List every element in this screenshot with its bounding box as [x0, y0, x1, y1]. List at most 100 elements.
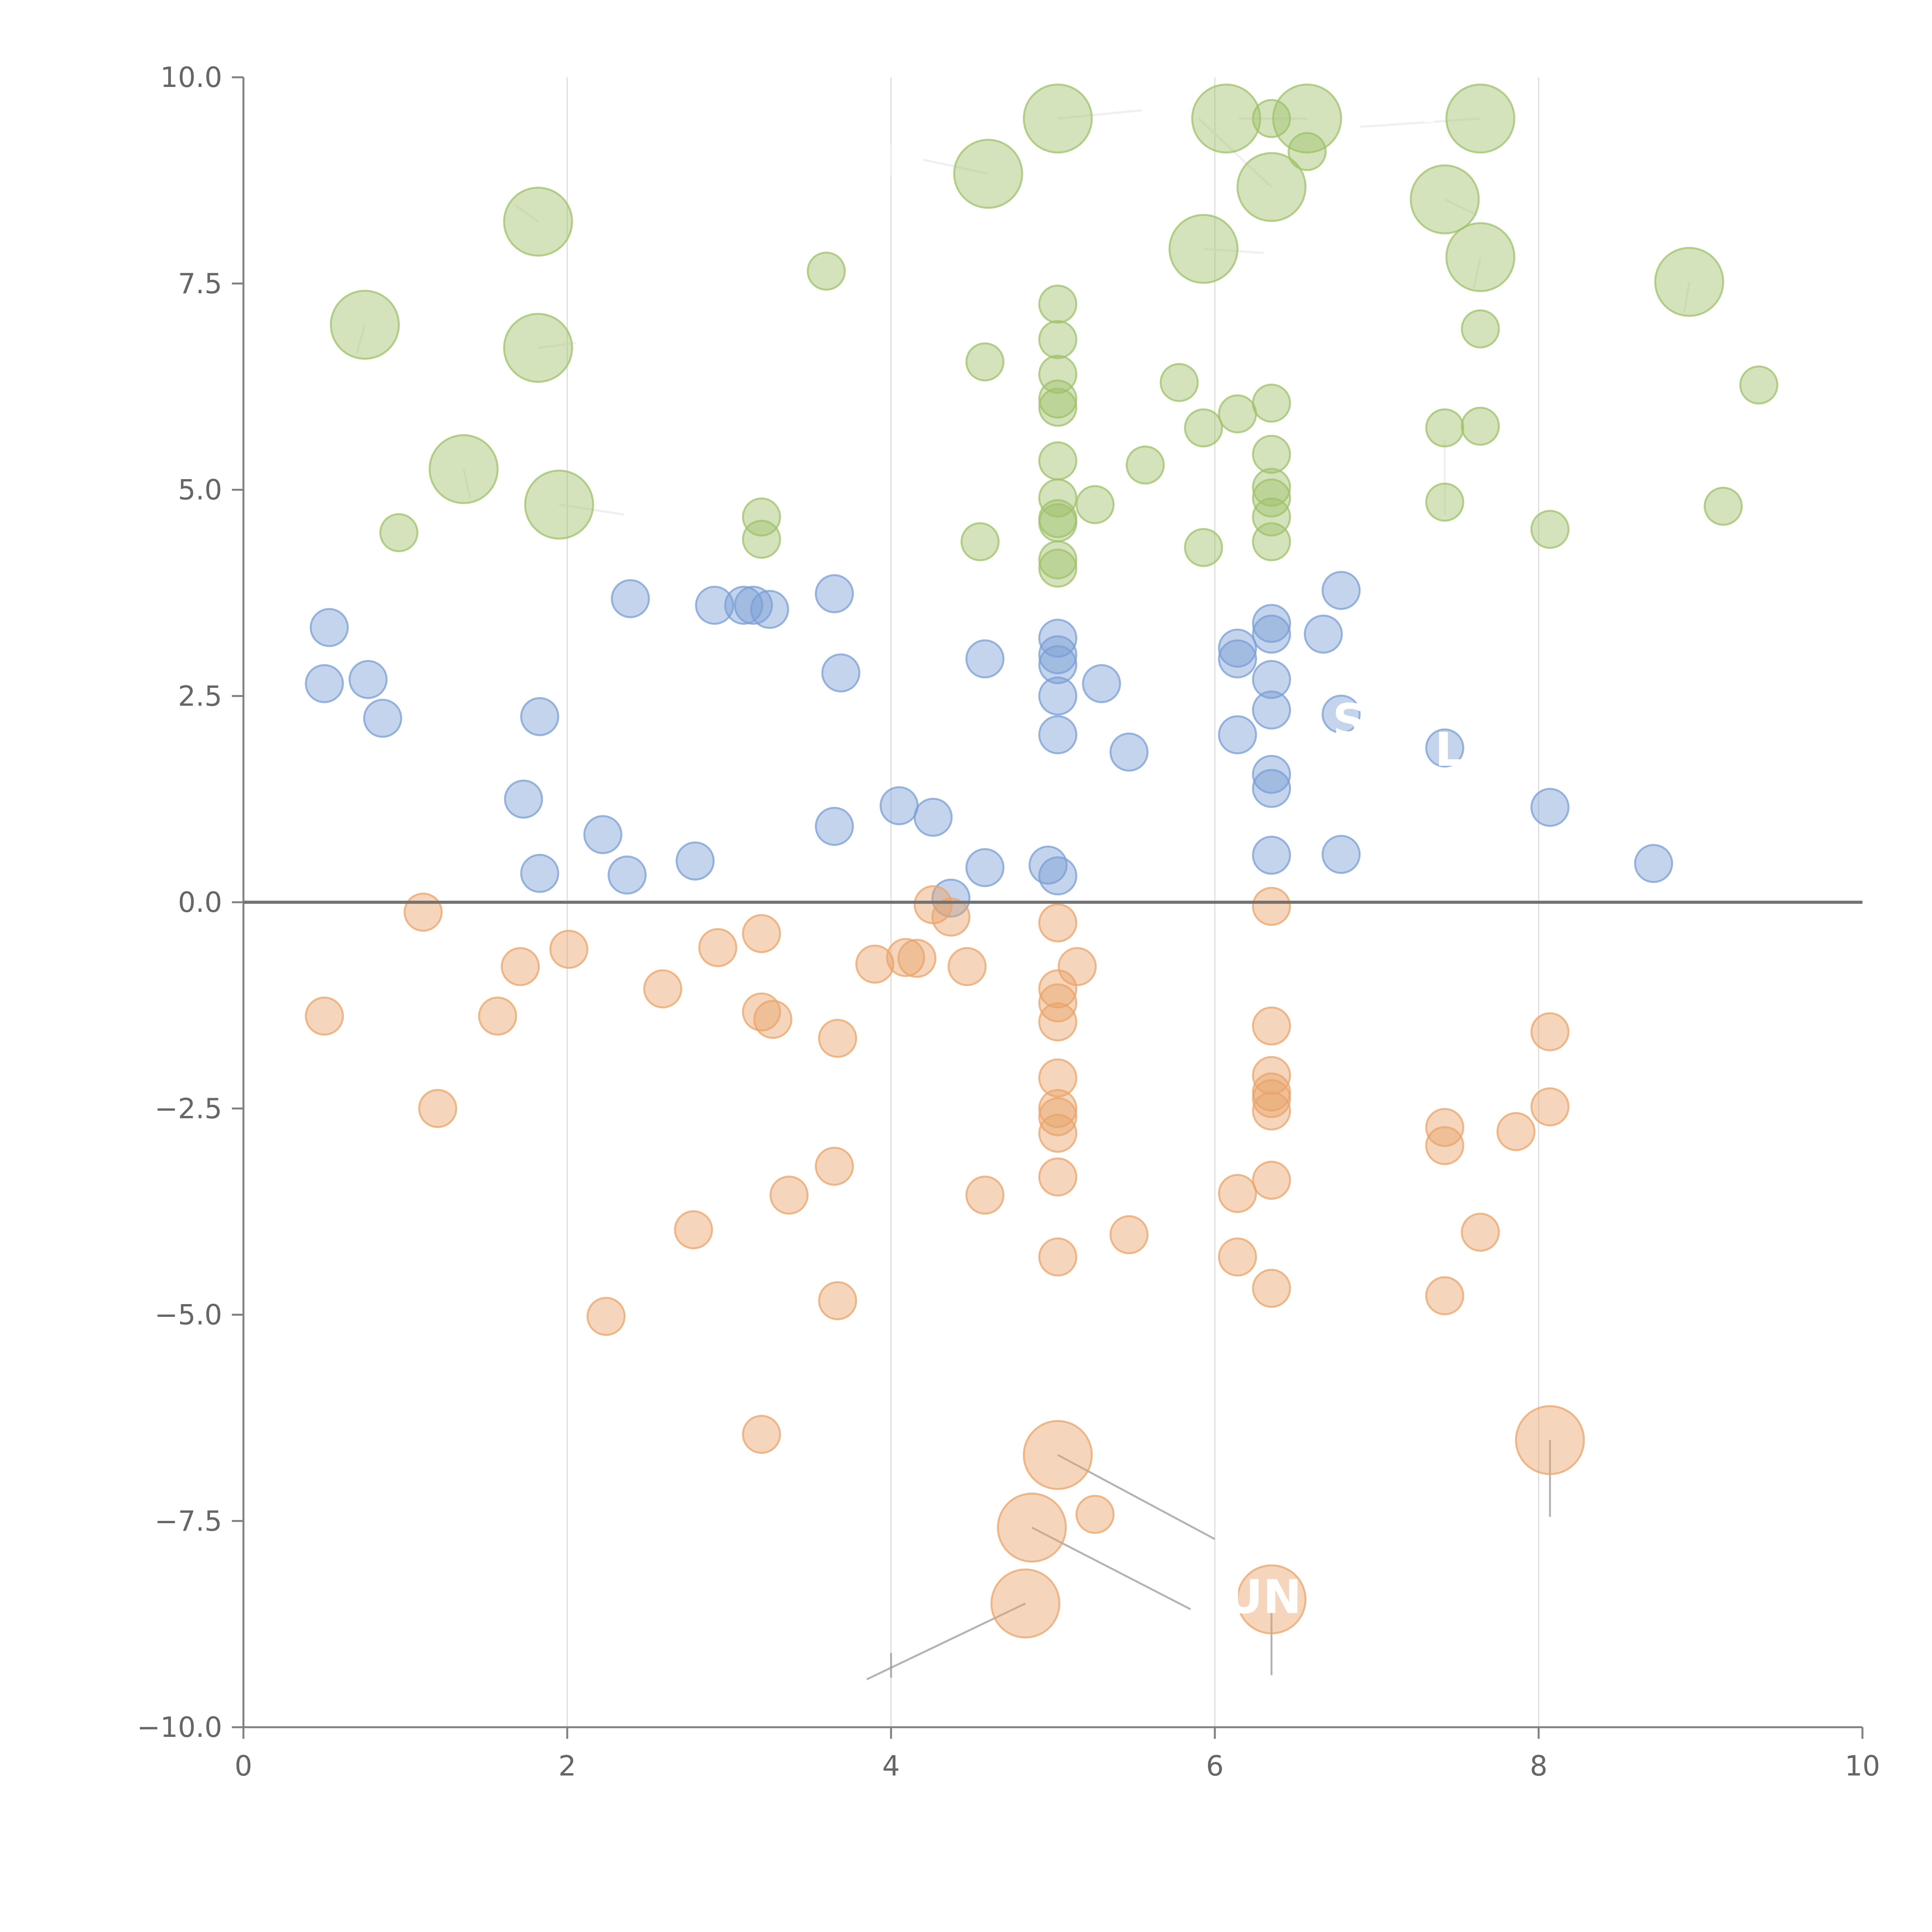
- point-upper: [1038, 441, 1078, 481]
- point-lower: [742, 1415, 781, 1454]
- point-lower: [1461, 1213, 1500, 1252]
- point-middle: [913, 798, 953, 837]
- point-lower: [1236, 1564, 1307, 1634]
- point-middle: [1082, 664, 1121, 703]
- point-lower: [931, 897, 971, 937]
- callout-line-overlay: [1058, 109, 1142, 120]
- point-upper: [1425, 483, 1464, 522]
- y-tick-label: 10.0: [160, 61, 222, 94]
- point-lower: [1058, 947, 1097, 986]
- point-upper: [1461, 406, 1500, 446]
- point-middle: [1038, 645, 1078, 684]
- point-lower: [769, 1175, 809, 1215]
- callout-line-overlay: [1473, 257, 1481, 288]
- point-upper: [1704, 486, 1743, 526]
- point-middle: [363, 699, 402, 738]
- point-middle: [1304, 614, 1343, 654]
- y-tick-label: −7.5: [155, 1505, 222, 1537]
- point-middle: [1252, 755, 1291, 794]
- point-lower: [1425, 1126, 1464, 1165]
- callout-line-overlay: [515, 204, 539, 223]
- point-middle: [1634, 844, 1673, 883]
- point-lower: [1252, 887, 1291, 926]
- callout-line: [1031, 1527, 1191, 1610]
- x-tick-label: 0: [235, 1750, 252, 1782]
- point-lower: [478, 997, 517, 1036]
- point-upper: [503, 313, 573, 383]
- point-middle: [724, 585, 764, 625]
- point-middle: [1038, 856, 1078, 896]
- ticks: 0 2 4 6 8 10 10.0 7.5 5.0 2.5 0.0 −2.5 −5.0 −7.5 −10.0: [137, 61, 1880, 1782]
- point-lower: [997, 1492, 1067, 1563]
- point-upper: [330, 290, 400, 360]
- point-middle: [1252, 604, 1291, 643]
- point-lower: [1038, 1058, 1078, 1098]
- point-upper: [1530, 510, 1570, 549]
- annotations: R S L UN: [1225, 80, 1464, 1624]
- point-upper: [1425, 408, 1464, 447]
- point-lower: [1218, 1237, 1257, 1277]
- point-lower: [947, 947, 987, 986]
- callout-line-overlay: [1360, 117, 1481, 128]
- point-middle: [750, 590, 789, 629]
- point-upper: [953, 139, 1023, 209]
- point-upper: [1654, 247, 1725, 317]
- point-lower: [1023, 1420, 1093, 1490]
- point-lower: [1038, 969, 1078, 1009]
- point-middle: [1321, 694, 1361, 734]
- point-middle: [1038, 676, 1078, 716]
- callout-line-overlay: [1444, 198, 1478, 216]
- point-lower: [855, 944, 895, 984]
- point-upper: [1445, 83, 1515, 154]
- point-middle: [1425, 728, 1464, 768]
- x-tick-label: 6: [1206, 1750, 1224, 1782]
- point-upper: [960, 522, 1000, 561]
- point-middle: [965, 848, 1005, 887]
- callout-line-overlay: [355, 324, 366, 354]
- point-lower: [742, 914, 781, 953]
- point-middle: [349, 660, 388, 699]
- annotation-label: UN: [1225, 1571, 1302, 1624]
- callout-line-overlay: [1683, 282, 1690, 313]
- x-tick-label: 2: [558, 1750, 576, 1782]
- point-lower: [1530, 1087, 1570, 1126]
- point-middle: [879, 786, 919, 825]
- point-middle: [611, 579, 650, 618]
- point-lower: [587, 1297, 626, 1336]
- point-lower: [305, 997, 344, 1036]
- point-middle: [1252, 660, 1291, 699]
- point-upper: [1272, 83, 1342, 154]
- point-lower: [886, 938, 925, 977]
- point-middle: [815, 807, 854, 846]
- point-upper: [1252, 435, 1291, 474]
- point-lower: [1038, 903, 1078, 942]
- callout-line: [1057, 1454, 1216, 1540]
- y-tick-label: −10.0: [137, 1711, 222, 1743]
- point-lower: [1038, 1002, 1078, 1042]
- point-middle: [1109, 732, 1149, 772]
- point-upper: [742, 497, 781, 537]
- point-upper: [1191, 83, 1261, 154]
- point-upper: [1739, 365, 1779, 405]
- point-upper: [379, 513, 418, 553]
- annotation-label: R: [1400, 80, 1435, 134]
- point-upper: [806, 252, 846, 291]
- point-upper: [1236, 152, 1307, 222]
- point-lower: [674, 1210, 713, 1250]
- point-middle: [1038, 715, 1078, 755]
- point-middle: [1321, 835, 1361, 874]
- y-tick-label: 0.0: [178, 886, 222, 918]
- x-tick-label: 4: [882, 1750, 900, 1782]
- point-upper: [742, 520, 781, 559]
- point-lower: [897, 939, 937, 978]
- y-tick-label: 2.5: [178, 680, 222, 712]
- callout-line: [866, 1602, 1026, 1680]
- point-lower: [1038, 1097, 1078, 1136]
- point-upper: [1287, 132, 1327, 171]
- point-lower: [1252, 1269, 1291, 1308]
- point-upper: [1038, 320, 1078, 359]
- point-upper: [1252, 99, 1291, 138]
- point-lower: [643, 969, 682, 1009]
- point-lower: [1530, 1012, 1570, 1051]
